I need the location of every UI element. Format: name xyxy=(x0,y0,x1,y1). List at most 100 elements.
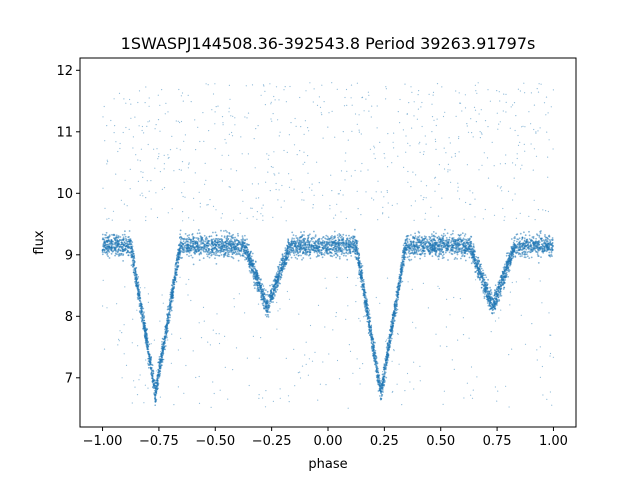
data-point xyxy=(310,237,313,240)
data-point xyxy=(416,237,418,240)
data-point xyxy=(349,252,351,255)
data-point xyxy=(447,259,449,261)
data-point xyxy=(400,274,403,276)
data-point xyxy=(414,256,416,258)
data-point xyxy=(241,246,244,249)
data-point xyxy=(214,246,216,249)
data-point xyxy=(324,252,326,254)
data-point xyxy=(193,247,196,250)
data-point xyxy=(122,244,125,247)
data-point xyxy=(444,245,446,248)
data-point xyxy=(342,254,345,257)
data-point xyxy=(422,244,425,246)
data-point xyxy=(291,237,294,240)
data-point xyxy=(472,243,475,246)
data-point xyxy=(192,240,194,243)
data-point xyxy=(482,291,485,294)
data-point xyxy=(194,252,197,254)
data-point xyxy=(535,251,538,253)
chart-title: 1SWASPJ144508.36-392543.8 Period 39263.9… xyxy=(121,34,536,53)
data-point xyxy=(530,256,533,259)
data-point xyxy=(446,238,449,241)
data-point xyxy=(122,260,124,262)
data-point xyxy=(448,238,451,241)
data-point xyxy=(436,244,439,247)
data-point xyxy=(290,251,293,254)
data-point xyxy=(450,233,452,236)
data-point xyxy=(228,231,231,234)
data-point xyxy=(260,296,262,299)
data-point xyxy=(264,289,267,291)
data-point xyxy=(188,234,191,236)
data-point xyxy=(538,234,541,237)
data-point xyxy=(200,237,203,240)
data-point xyxy=(526,253,528,256)
data-point xyxy=(462,244,465,246)
data-point xyxy=(345,252,348,254)
data-point xyxy=(188,255,190,257)
data-point xyxy=(519,253,522,256)
data-point xyxy=(455,248,458,251)
data-point xyxy=(536,233,538,236)
data-point xyxy=(294,256,297,259)
data-point xyxy=(215,248,218,251)
data-point xyxy=(189,242,192,245)
data-point xyxy=(320,249,322,252)
data-point xyxy=(251,252,254,255)
data-point xyxy=(211,238,214,241)
data-point xyxy=(124,237,127,240)
data-point xyxy=(408,255,411,258)
data-point xyxy=(116,251,119,254)
data-point xyxy=(216,254,219,257)
data-point xyxy=(473,246,475,249)
data-point xyxy=(418,238,421,241)
data-point xyxy=(342,244,345,246)
data-point xyxy=(422,242,425,244)
data-point xyxy=(196,232,199,235)
data-point xyxy=(219,249,222,252)
data-point xyxy=(210,251,213,254)
data-point xyxy=(313,230,315,233)
data-point xyxy=(230,255,233,258)
data-point xyxy=(451,253,454,256)
data-point xyxy=(528,230,530,233)
data-point xyxy=(345,255,347,257)
data-point xyxy=(454,256,457,259)
data-point xyxy=(327,243,330,246)
data-point xyxy=(101,233,104,236)
data-point xyxy=(295,253,298,256)
data-point xyxy=(199,243,202,245)
data-point xyxy=(551,249,554,252)
data-point xyxy=(296,258,299,260)
data-point xyxy=(188,251,191,254)
data-point xyxy=(271,298,273,300)
data-point xyxy=(442,242,445,244)
data-point xyxy=(267,316,270,318)
data-point xyxy=(341,235,343,238)
data-point xyxy=(382,391,384,393)
data-point xyxy=(440,245,442,248)
data-point xyxy=(387,337,390,340)
data-point xyxy=(314,234,317,237)
data-point xyxy=(312,245,315,247)
data-point xyxy=(532,249,534,252)
data-point xyxy=(313,251,316,254)
data-point xyxy=(186,253,188,256)
data-point xyxy=(123,241,126,244)
data-point xyxy=(192,248,195,251)
data-point xyxy=(405,253,408,255)
data-point xyxy=(429,236,432,239)
data-point xyxy=(444,251,447,254)
data-point xyxy=(438,237,441,240)
data-point xyxy=(331,235,333,237)
data-point xyxy=(412,242,415,244)
data-point xyxy=(331,255,334,258)
data-point xyxy=(317,249,319,252)
data-point xyxy=(221,245,224,247)
data-point xyxy=(453,250,456,253)
data-point xyxy=(415,251,418,254)
data-point xyxy=(112,233,115,236)
data-point xyxy=(309,257,312,260)
data-point xyxy=(540,237,542,240)
data-point xyxy=(537,249,540,252)
